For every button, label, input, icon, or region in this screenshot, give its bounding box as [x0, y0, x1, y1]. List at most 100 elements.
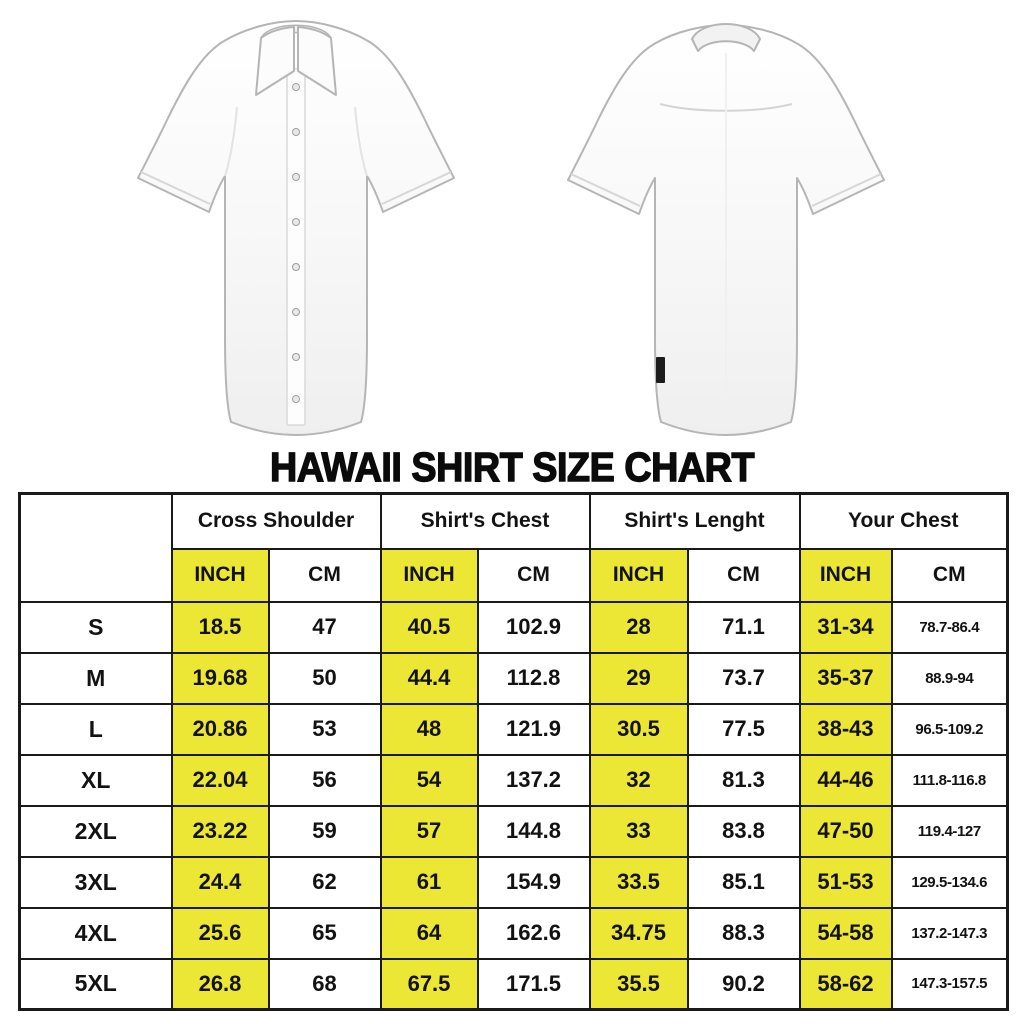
value-cell: 57 [379, 804, 479, 858]
shirt-front-collar-right [297, 26, 337, 96]
value-cell: 112.8 [476, 651, 591, 705]
unit-header-cell: INCH [798, 547, 893, 603]
value-cell: 58-62 [798, 957, 893, 1011]
value-cell: 81.3 [686, 753, 801, 807]
unit-header-cell: CM [686, 547, 801, 603]
value-cell: 53 [267, 702, 382, 756]
table-row-2xl: 2XL 23.22 59 57 144.8 33 83.8 47-50 119.… [18, 804, 1009, 858]
unit-header-cell: INCH [588, 547, 689, 603]
value-cell: 78.7-86.4 [890, 600, 1009, 654]
table-group-header-row: Cross Shoulder Shirt's Chest Shirt's Len… [18, 492, 1009, 603]
value-cell: 65 [267, 906, 382, 960]
table-row-m: M 19.68 50 44.4 112.8 29 73.7 35-37 88.9… [18, 651, 1009, 705]
table-row-xl: XL 22.04 56 54 137.2 32 81.3 44-46 111.8… [18, 753, 1009, 807]
size-label: 5XL [18, 957, 173, 1011]
value-cell: 48 [379, 702, 479, 756]
value-cell: 68 [267, 957, 382, 1011]
shirt-front-buttons [292, 83, 300, 403]
value-cell: 171.5 [476, 957, 591, 1011]
shirt-back-side-tag [656, 357, 665, 383]
shirt-front-placket [286, 68, 306, 426]
value-cell: 90.2 [686, 957, 801, 1011]
size-column-header [18, 492, 173, 603]
value-cell: 44-46 [798, 753, 893, 807]
value-cell: 30.5 [588, 702, 689, 756]
value-cell: 111.8-116.8 [890, 753, 1009, 807]
table-row-l: L 20.86 53 48 121.9 30.5 77.5 38-43 96.5… [18, 702, 1009, 756]
value-cell: 32 [588, 753, 689, 807]
value-cell: 20.86 [170, 702, 270, 756]
size-label: M [18, 651, 173, 705]
shirt-back-collar-band [691, 23, 761, 52]
shirt-front-collar-left [255, 26, 295, 96]
value-cell: 33 [588, 804, 689, 858]
value-cell: 85.1 [686, 855, 801, 909]
shirt-back-image [567, 23, 885, 436]
value-cell: 35-37 [798, 651, 893, 705]
group-header-cross-shoulder: Cross Shoulder [170, 492, 382, 550]
table-row-3xl: 3XL 24.4 62 61 154.9 33.5 85.1 51-53 129… [18, 855, 1009, 909]
value-cell: 38-43 [798, 702, 893, 756]
value-cell: 51-53 [798, 855, 893, 909]
value-cell: 144.8 [476, 804, 591, 858]
value-cell: 77.5 [686, 702, 801, 756]
value-cell: 40.5 [379, 600, 479, 654]
value-cell: 34.75 [588, 906, 689, 960]
unit-header-cell: CM [267, 547, 382, 603]
value-cell: 54-58 [798, 906, 893, 960]
value-cell: 137.2-147.3 [890, 906, 1009, 960]
value-cell: 83.8 [686, 804, 801, 858]
value-cell: 61 [379, 855, 479, 909]
value-cell: 25.6 [170, 906, 270, 960]
value-cell: 35.5 [588, 957, 689, 1011]
value-cell: 29 [588, 651, 689, 705]
value-cell: 88.3 [686, 906, 801, 960]
value-cell: 54 [379, 753, 479, 807]
value-cell: 67.5 [379, 957, 479, 1011]
value-cell: 18.5 [170, 600, 270, 654]
group-header-your-chest: Your Chest [798, 492, 1009, 550]
size-label: 3XL [18, 855, 173, 909]
size-label: 4XL [18, 906, 173, 960]
table-row-s: S 18.5 47 40.5 102.9 28 71.1 31-34 78.7-… [18, 600, 1009, 654]
unit-header-cell: INCH [170, 547, 270, 603]
value-cell: 47-50 [798, 804, 893, 858]
shirt-front-image [137, 20, 455, 436]
value-cell: 73.7 [686, 651, 801, 705]
page-title: HAWAII SHIRT SIZE CHART [269, 443, 755, 490]
unit-header-cell: CM [890, 547, 1009, 603]
value-cell: 33.5 [588, 855, 689, 909]
size-label: XL [18, 753, 173, 807]
size-label: L [18, 702, 173, 756]
value-cell: 96.5-109.2 [890, 702, 1009, 756]
value-cell: 56 [267, 753, 382, 807]
value-cell: 28 [588, 600, 689, 654]
value-cell: 47 [267, 600, 382, 654]
value-cell: 102.9 [476, 600, 591, 654]
value-cell: 24.4 [170, 855, 270, 909]
value-cell: 26.8 [170, 957, 270, 1011]
size-label: 2XL [18, 804, 173, 858]
value-cell: 44.4 [379, 651, 479, 705]
value-cell: 154.9 [476, 855, 591, 909]
group-header-shirts-chest: Shirt's Chest [379, 492, 591, 550]
table-row-4xl: 4XL 25.6 65 64 162.6 34.75 88.3 54-58 13… [18, 906, 1009, 960]
size-chart-table: Cross Shoulder Shirt's Chest Shirt's Len… [18, 492, 1010, 1011]
value-cell: 88.9-94 [890, 651, 1009, 705]
value-cell: 119.4-127 [890, 804, 1009, 858]
value-cell: 19.68 [170, 651, 270, 705]
value-cell: 147.3-157.5 [890, 957, 1009, 1011]
size-label: S [18, 600, 173, 654]
value-cell: 71.1 [686, 600, 801, 654]
value-cell: 64 [379, 906, 479, 960]
table-row-5xl: 5XL 26.8 68 67.5 171.5 35.5 90.2 58-62 1… [18, 957, 1009, 1011]
value-cell: 50 [267, 651, 382, 705]
value-cell: 23.22 [170, 804, 270, 858]
table-unit-header-row: INCH CM INCH CM INCH CM INCH CM [20, 547, 1009, 603]
unit-header-cell: INCH [379, 547, 479, 603]
value-cell: 59 [267, 804, 382, 858]
value-cell: 121.9 [476, 702, 591, 756]
unit-header-cell: CM [476, 547, 591, 603]
value-cell: 129.5-134.6 [890, 855, 1009, 909]
